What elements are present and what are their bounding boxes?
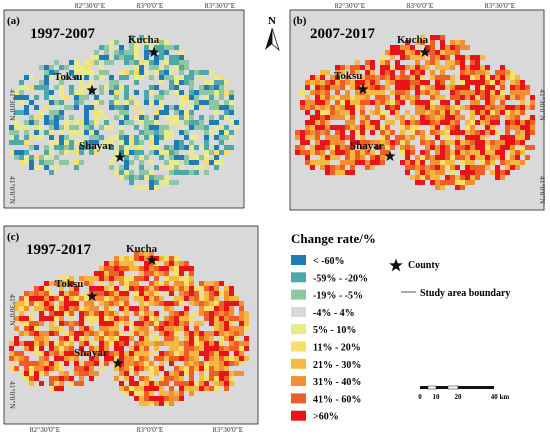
county-star-icon <box>112 357 124 368</box>
panel-b-frame <box>289 9 545 211</box>
panel-c-raster <box>9 251 249 406</box>
legend-title: Change rate/% <box>291 231 376 246</box>
panel-b-right-coord-1: 41°30'0"N <box>538 89 547 121</box>
county-name-toksu: Toksu <box>55 278 83 290</box>
north-arrow-icon <box>265 28 272 50</box>
county-name-shayar: Shayar <box>350 140 384 152</box>
legend-label: >60% <box>313 412 339 423</box>
north-arrow-half-icon <box>271 27 280 52</box>
legend-swatch <box>291 393 306 404</box>
panel-b-raster <box>295 35 535 190</box>
north-arrow-label: N <box>268 15 276 27</box>
panel-c-left-coord-1: 41°30'0"N <box>8 294 17 326</box>
panel-c-frame <box>3 225 259 425</box>
legend-swatch <box>291 410 306 421</box>
panel-c-left-coord-2: 41°0'0"N <box>8 381 17 409</box>
north-arrow: N <box>265 15 280 52</box>
county-star-icon <box>384 150 396 161</box>
panel-c-bottom-coord-3: 83°30'0"E <box>213 425 244 434</box>
legend-label: -59% - -20% <box>313 273 368 284</box>
scale-tick-10: 10 <box>433 393 441 401</box>
scale-tick-20: 20 <box>455 393 463 401</box>
scale-segment <box>420 386 428 389</box>
panel-c: (c) 1997-2017 82°30'0"E 83°0'0"E 83°30'0… <box>3 225 259 434</box>
panel-a-top-coord-2: 83°0'0"E <box>137 1 164 10</box>
legend-label: 31% - 40% <box>313 377 361 388</box>
county-star-icon <box>114 151 126 162</box>
legend-label: -4% - 4% <box>313 308 355 319</box>
legend-label: 5% - 10% <box>313 325 356 336</box>
legend-boundary-label: Study area boundary <box>420 288 510 299</box>
legend-label: < -60% <box>313 256 345 267</box>
legend-swatch <box>291 324 306 335</box>
legend-items: < -60% -59% - -20% -19% - -5% -4% - 4% 5% - … <box>291 255 368 423</box>
panel-b-top-coord-1: 82°30'0"E <box>335 1 366 10</box>
legend-swatch <box>291 289 306 300</box>
legend-label: 21% - 30% <box>313 360 361 371</box>
legend-swatch <box>291 272 306 283</box>
panel-a-frame <box>3 9 245 209</box>
scale-segment <box>458 386 494 389</box>
legend-swatch <box>291 358 306 369</box>
panel-a-title: 1997-2007 <box>30 26 95 42</box>
panel-a-left-coord-2: 41°0'0"N <box>8 176 17 204</box>
panel-a-left-coord-1: 41°30'0"N <box>8 89 17 121</box>
county-star-icon <box>357 83 369 94</box>
scale-tick-0: 0 <box>418 393 422 401</box>
county-star-icon <box>86 290 98 301</box>
county-name-toksu: Toksu <box>334 70 362 82</box>
panel-b-top-coord-3: 83°30'0"E <box>485 1 516 10</box>
county-name-shayar: Shayar <box>79 140 113 152</box>
scale-segment <box>447 385 459 390</box>
legend-swatch <box>291 341 306 352</box>
panel-c-bottom-coord-2: 83°0'0"E <box>137 425 164 434</box>
scale-bar: 0 10 20 40 km <box>418 385 510 401</box>
panel-b: (b) 2007-2017 82°30'0"E 83°0'0"E 83°30'0… <box>289 1 547 211</box>
county-name-toksu: Toksu <box>54 71 82 83</box>
county-star-icon <box>148 46 160 57</box>
legend-label: 11% - 20% <box>313 343 361 354</box>
scale-segment <box>427 385 437 390</box>
panel-b-title: 2007-2017 <box>310 26 375 42</box>
panel-b-right-coord-2: 41°0'0"N <box>538 176 547 204</box>
scale-segment <box>436 386 448 389</box>
county-star-icon <box>389 258 403 272</box>
panel-b-top-coord-2: 83°0'0"E <box>407 1 434 10</box>
panel-b-label: (b) <box>293 15 307 27</box>
legend-swatch <box>291 306 306 317</box>
county-star-icon <box>86 84 98 95</box>
legend-label: 41% - 60% <box>313 394 361 405</box>
county-star-icon <box>146 254 158 265</box>
panel-c-label: (c) <box>7 231 20 243</box>
county-name-kucha: Kucha <box>126 243 158 255</box>
county-name-kucha: Kucha <box>397 34 429 46</box>
scale-tick-40: 40 km <box>491 393 510 401</box>
legend-swatch <box>291 255 306 265</box>
county-star-icon <box>419 46 431 57</box>
legend-county-label: County <box>408 260 440 271</box>
panel-c-title: 1997-2017 <box>26 242 91 258</box>
panel-a-top-coord-3: 83°30'0"E <box>205 1 236 10</box>
panel-a-raster <box>9 35 239 190</box>
legend-label: -19% - -5% <box>313 291 363 302</box>
legend: Change rate/% < -60% -59% - -20% -19% - -5… <box>291 231 510 423</box>
legend-swatch <box>291 376 306 387</box>
county-name-kucha: Kucha <box>128 34 160 46</box>
county-name-shayar: Shayar <box>74 347 108 359</box>
panel-c-bottom-coord-1: 82°30'0"E <box>30 425 61 434</box>
panel-a-top-coord-1: 82°30'0"E <box>75 1 106 10</box>
panel-a-label: (a) <box>7 15 20 27</box>
panel-a: (a) 1997-2007 82°30'0"E 83°0'0"E 83°30'0… <box>3 1 280 209</box>
